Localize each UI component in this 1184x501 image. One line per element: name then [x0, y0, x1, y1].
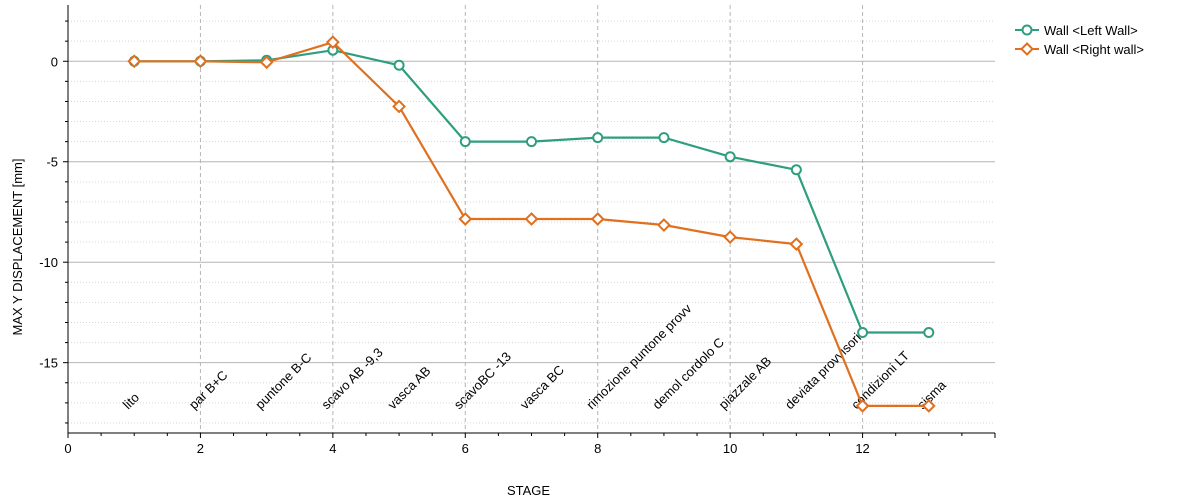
y-tick-label: 0: [51, 54, 58, 69]
data-point: [393, 59, 405, 71]
series-group: [127, 35, 936, 413]
y-axis-title: MAX Y DISPLACEMENT [mm]: [10, 159, 25, 336]
data-point: [921, 398, 936, 413]
data-point: [127, 54, 142, 69]
data-point: [789, 237, 804, 252]
data-point: [458, 212, 473, 226]
stage-label: lito: [120, 390, 142, 412]
legend-label: Wall <Right wall>: [1044, 42, 1144, 57]
series-layer: [127, 35, 936, 413]
data-point: [592, 132, 604, 144]
y-tick-label: -15: [39, 356, 58, 371]
x-axis-title: STAGE: [507, 483, 550, 498]
y-tick-label: -5: [46, 155, 58, 170]
data-point: [392, 99, 406, 114]
data-point: [857, 327, 869, 339]
x-tick-label: 2: [197, 441, 204, 456]
data-point: [325, 35, 340, 50]
data-point: [855, 398, 870, 413]
data-point: [790, 164, 802, 176]
data-point: [524, 212, 539, 226]
data-point: [723, 230, 738, 244]
data-point: [259, 55, 274, 70]
stage-label: scavo AB -9,3: [318, 345, 385, 412]
legend: Wall <Left Wall> Wall <Right wall>: [1015, 23, 1144, 57]
legend-label: Wall <Left Wall>: [1044, 23, 1138, 38]
stage-label: vasca BC: [517, 362, 567, 412]
series-line: [134, 49, 929, 334]
legend-item: Wall <Left Wall>: [1015, 23, 1138, 38]
data-point: [658, 132, 670, 144]
x-tick-label: 8: [594, 441, 601, 456]
legend-marker: [1021, 24, 1033, 36]
x-tick-label: 10: [723, 441, 737, 456]
x-tick-label: 6: [462, 441, 469, 456]
axes: 0 -5 -10 -15 0 2 4 6 8 10 12: [39, 5, 996, 456]
data-point: [590, 212, 605, 226]
x-tick-label: 4: [329, 441, 336, 456]
data-point: [657, 218, 671, 232]
data-point: [459, 136, 471, 148]
legend-item: Wall <Right wall>: [1015, 42, 1144, 57]
data-point: [923, 327, 935, 339]
y-tick-label: -10: [39, 255, 58, 270]
data-point: [193, 54, 208, 69]
series-group: [128, 44, 935, 339]
x-tick-label: 12: [855, 441, 869, 456]
stage-label: par B+C: [186, 368, 231, 413]
stage-label: rimozione puntone provv: [583, 300, 695, 412]
stage-label: vasca AB: [385, 363, 434, 412]
legend-marker: [1020, 42, 1034, 56]
data-point: [724, 151, 736, 163]
x-tick-label: 0: [64, 441, 71, 456]
stage-labels: lito par B+C puntone B-C scavo AB -9,3vasca…: [120, 300, 950, 412]
data-point: [526, 136, 537, 148]
